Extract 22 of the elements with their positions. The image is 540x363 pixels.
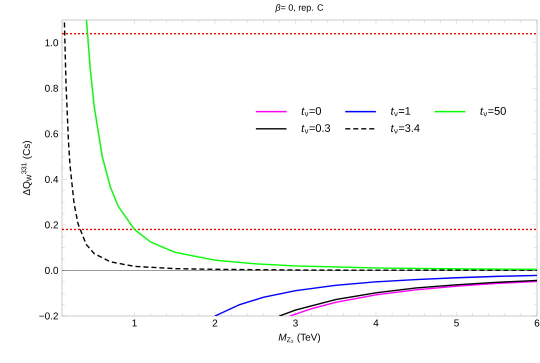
x-axis-title: M$_{Z₂}$ (TeV)	[278, 333, 320, 343]
y-tick-label: −0.2	[39, 312, 58, 320]
x-tick-label: 1	[132, 320, 137, 326]
legend-label: t$_{ν}$=50	[480, 107, 506, 116]
x-tick-label: 5	[454, 320, 459, 326]
x-tick-label: 2	[212, 320, 218, 326]
chart-title: β= 0, rep. C	[275, 4, 324, 12]
y-tick-label: 0.8	[45, 84, 58, 92]
x-tick-label: 6	[534, 320, 540, 327]
y-axis-title: ΔQ$_{W}$$^{331}$ (Cs)	[21, 141, 32, 196]
legend-label: t$_{ν}$=0.3	[302, 124, 330, 134]
legend-label: t$_{ν}$=3.4	[391, 124, 420, 134]
legend-label: t$_{ν}$=0	[302, 107, 321, 116]
line-series	[214, 274, 537, 316]
x-tick-label: 3	[293, 320, 298, 327]
y-tick-label: 0.0	[45, 266, 58, 274]
y-tick-label: 0.6	[45, 130, 58, 138]
legend-label: t$_{ν}$=1	[391, 107, 410, 116]
y-tick-label: 0.2	[45, 221, 58, 228]
x-tick-label: 4	[373, 320, 378, 326]
y-tick-label: 0.4	[45, 176, 58, 183]
y-tick-label: 1.0	[45, 39, 58, 46]
